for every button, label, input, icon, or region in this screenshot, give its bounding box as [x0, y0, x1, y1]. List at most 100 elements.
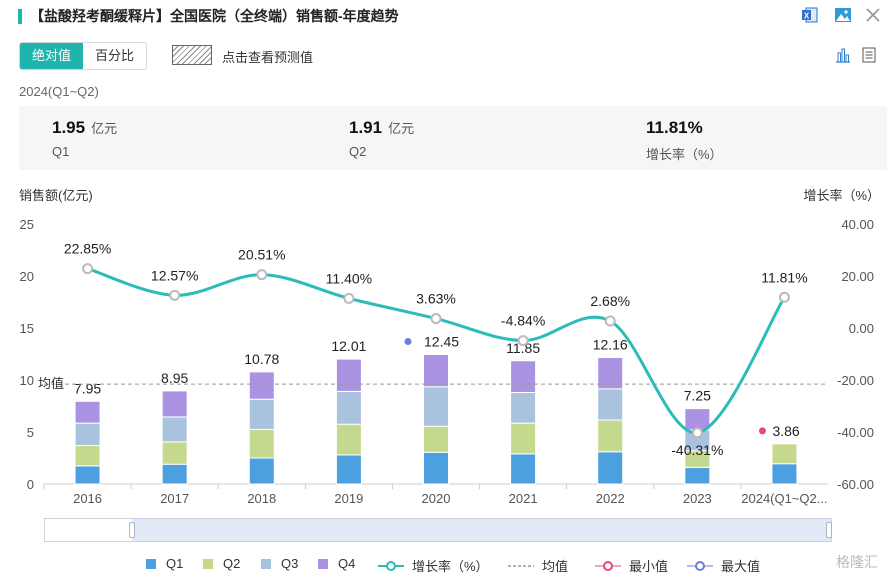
kpi-panel: 1.95 亿元 Q1 1.91 亿元 Q2 11.81% 增长率（%）: [19, 106, 887, 170]
x-tick-label: 2022: [596, 491, 625, 506]
legend-item[interactable]: Q4: [318, 556, 355, 571]
y2-tick-label: 40.00: [841, 217, 874, 232]
y-tick-label: 10: [20, 373, 34, 388]
legend-item[interactable]: Q3: [261, 556, 298, 571]
x-tick-label: 2016: [73, 491, 102, 506]
bar-segment-q3: [597, 388, 624, 421]
bar-segment-q4: [248, 371, 275, 400]
bar-segment-q2: [248, 428, 275, 459]
bar-segment-q4: [335, 358, 362, 392]
legend-item[interactable]: 增长率（%）: [378, 556, 489, 575]
min-marker: [758, 427, 766, 435]
zoom-handle-right[interactable]: [826, 522, 832, 538]
legend-item[interactable]: 均值: [508, 556, 568, 575]
legend-item[interactable]: 最小值: [595, 556, 668, 575]
x-tick-label: 2021: [509, 491, 538, 506]
kpi-unit: 亿元: [388, 121, 415, 136]
bar-segment-q2: [597, 419, 624, 453]
bar-segment-q3: [423, 386, 449, 427]
bar-segment-q3: [335, 390, 362, 425]
growth-point: [604, 315, 616, 327]
bar-segment-q1: [335, 454, 362, 485]
y-tick-label: 15: [20, 321, 34, 336]
bar-segment-q1: [423, 451, 449, 485]
tab-absolute[interactable]: 绝对值: [20, 43, 84, 69]
legend-label: Q4: [338, 556, 356, 571]
x-tick-label: 2024(Q1~Q2...: [741, 491, 827, 506]
x-tick-label: 2020: [422, 491, 451, 506]
bar-segment-q3: [74, 422, 101, 447]
legend-swatch: [378, 560, 404, 571]
growth-label: 11.40%: [326, 270, 372, 286]
prediction-label[interactable]: 点击查看预测值: [222, 50, 314, 65]
watermark: 格隆汇: [836, 554, 878, 570]
bar-chart-icon[interactable]: [835, 47, 851, 63]
excel-icon[interactable]: X: [801, 6, 819, 24]
legend-swatch: [687, 560, 713, 571]
bar-total-label: 12.16: [593, 337, 628, 353]
kpi-label: Q2: [349, 144, 367, 159]
bar-segment-q3: [510, 391, 537, 424]
growth-point: [430, 313, 442, 325]
bar-segment-q1: [161, 463, 188, 485]
growth-label: 11.81%: [761, 269, 807, 285]
prediction-toggle[interactable]: [172, 45, 212, 65]
growth-label: 22.85%: [64, 241, 111, 257]
y2-tick-label: 0.00: [849, 321, 874, 336]
kpi-unit: 亿元: [91, 121, 118, 136]
zoom-slider-window[interactable]: [132, 519, 831, 541]
zoom-slider-track[interactable]: [44, 518, 832, 542]
growth-point: [778, 291, 790, 303]
bar-segment-q1: [510, 453, 537, 485]
x-tick-label: 2019: [334, 491, 363, 506]
value-mode-tabs: 绝对值 百分比: [19, 42, 148, 70]
bar-total-label: 10.78: [244, 351, 279, 367]
kpi-label: 增长率（%）: [646, 147, 723, 162]
legend-item[interactable]: Q2: [203, 556, 240, 571]
legend-label: Q2: [223, 556, 241, 571]
growth-point: [343, 292, 355, 304]
y2-tick-label: -60.00: [837, 477, 874, 492]
legend-label: 增长率（%）: [412, 559, 489, 574]
average-label: 均值: [38, 376, 64, 391]
table-icon[interactable]: [862, 47, 876, 63]
kpi-q2: 1.91 亿元 Q2: [349, 118, 414, 159]
bar-segment-q4: [597, 357, 624, 390]
bar-segment-q1: [74, 465, 101, 485]
x-tick-label: 2017: [160, 491, 189, 506]
bar-segment-q1: [597, 451, 624, 485]
legend-item[interactable]: 最大值: [687, 556, 760, 575]
bar-segment-q1: [771, 463, 798, 485]
growth-point: [517, 335, 529, 347]
legend-item[interactable]: Q1: [146, 556, 183, 571]
y-tick-label: 0: [27, 477, 34, 492]
growth-label: 12.57%: [151, 267, 198, 283]
x-tick-label: 2023: [683, 491, 712, 506]
tab-percentage[interactable]: 百分比: [95, 48, 135, 63]
y2-tick-label: -40.00: [837, 425, 874, 440]
legend-label: 均值: [542, 559, 569, 574]
bar-total-label: 3.86: [772, 423, 799, 439]
bar-total-label: 12.01: [331, 338, 366, 354]
growth-label: -4.84%: [501, 313, 545, 329]
legend-swatch: [261, 558, 271, 569]
bar-segment-q2: [771, 443, 798, 465]
bar-segment-q1: [248, 457, 275, 485]
summary-period: 2024(Q1~Q2): [19, 84, 99, 99]
title-accent-bar: [18, 9, 22, 24]
image-icon[interactable]: [834, 6, 852, 24]
bar-segment-q2: [161, 441, 188, 465]
close-icon[interactable]: [864, 6, 882, 24]
bar-segment-q4: [684, 408, 711, 431]
legend-swatch: [203, 558, 213, 569]
zoom-handle-left[interactable]: [129, 522, 135, 538]
legend-label: 最大值: [721, 559, 761, 574]
legend-label: 最小值: [629, 559, 669, 574]
y2-axis-title: 增长率（%）: [803, 188, 880, 203]
bar-total-label: 7.25: [684, 388, 711, 404]
bar-total-label: 8.95: [161, 370, 188, 386]
legend-swatch: [146, 558, 156, 569]
bar-segment-q4: [74, 400, 101, 424]
legend-swatch: [508, 564, 534, 567]
